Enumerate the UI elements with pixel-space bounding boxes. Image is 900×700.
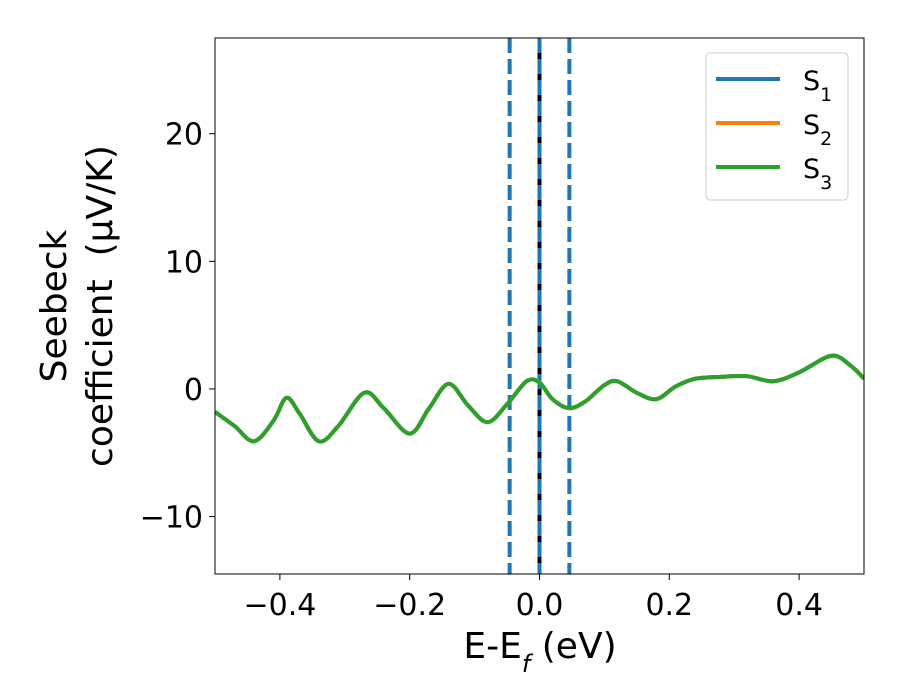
x-tick-label: 0.4 (775, 588, 823, 623)
y-axis-ticks: −10 0 10 20 (140, 118, 215, 536)
legend-label-s1: S1 (803, 66, 832, 106)
series-lines (215, 353, 864, 444)
y-axis-label: Seebeck coefficient (μV/K) (34, 145, 121, 467)
plot-area (215, 38, 864, 574)
legend-label-s2: S2 (803, 110, 832, 150)
y-tick-label: 0 (184, 373, 203, 408)
x-tick-label: −0.2 (373, 588, 446, 623)
legend-label-s3: S3 (803, 154, 832, 194)
y-axis-label-line2: coefficient (μV/K) (80, 145, 121, 467)
y-tick-label: 20 (165, 118, 203, 153)
y-tick-label: −10 (140, 501, 203, 536)
x-tick-label: −0.4 (243, 588, 316, 623)
legend-box (705, 52, 849, 201)
x-tick-label: 0.2 (645, 588, 693, 623)
y-axis-label-line1: Seebeck (34, 229, 75, 382)
y-tick-label: 10 (165, 245, 203, 280)
x-tick-label: 0.0 (516, 588, 564, 623)
vertical-reference-lines (507, 38, 572, 574)
x-axis-label: E-Ef (eV) (463, 626, 616, 678)
x-axis-ticks: −0.4 −0.2 0.0 0.2 0.4 (243, 574, 823, 623)
series-line-s3 (215, 353, 864, 444)
